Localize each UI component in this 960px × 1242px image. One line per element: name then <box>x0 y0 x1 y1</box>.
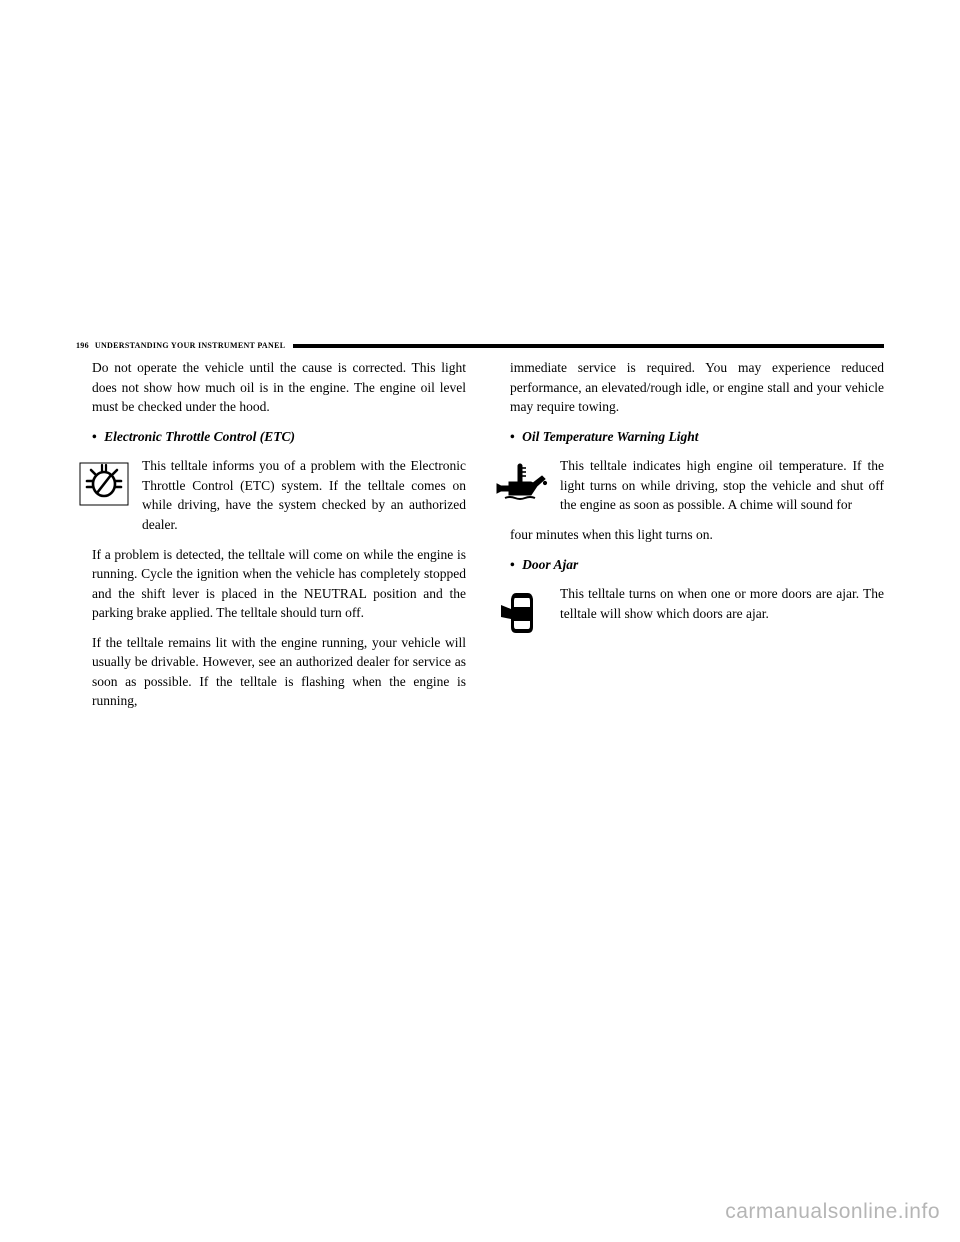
heading-text: Oil Temperature Warning Light <box>522 429 698 444</box>
watermark: carmanualsonline.info <box>725 1200 940 1224</box>
icon-paragraph-etc: This telltale informs you of a problem w… <box>76 456 466 534</box>
page-number: 196 <box>76 341 89 350</box>
heading-text: Door Ajar <box>522 557 578 572</box>
body-paragraph: If the telltale remains lit with the eng… <box>76 633 466 711</box>
icon-text: This telltale turns on when one or more … <box>560 584 884 623</box>
header-rule <box>293 344 884 348</box>
right-column: immediate service is required. You may e… <box>494 358 884 721</box>
bullet-heading-door-ajar: • Door Ajar <box>494 555 884 575</box>
bullet-marker: • <box>510 557 515 572</box>
bullet-marker: • <box>92 429 97 444</box>
icon-paragraph-door-ajar: This telltale turns on when one or more … <box>494 584 884 640</box>
content-columns: Do not operate the vehicle until the cau… <box>76 358 884 721</box>
icon-text: This telltale informs you of a problem w… <box>142 456 466 534</box>
section-title: UNDERSTANDING YOUR INSTRUMENT PANEL <box>95 341 285 350</box>
bullet-heading-oil-temp: • Oil Temperature Warning Light <box>494 427 884 447</box>
bullet-heading-etc: • Electronic Throttle Control (ETC) <box>76 427 466 447</box>
icon-text: This telltale indicates high engine oil … <box>560 456 884 515</box>
body-paragraph: Do not operate the vehicle until the cau… <box>76 358 466 417</box>
page-header: 196 UNDERSTANDING YOUR INSTRUMENT PANEL <box>76 341 884 350</box>
bullet-marker: • <box>510 429 515 444</box>
body-paragraph: If a problem is detected, the telltale w… <box>76 545 466 623</box>
manual-page: 196 UNDERSTANDING YOUR INSTRUMENT PANEL … <box>76 341 884 901</box>
body-paragraph-continuation: four minutes when this light turns on. <box>494 525 884 545</box>
body-paragraph: immediate service is required. You may e… <box>494 358 884 417</box>
heading-text: Electronic Throttle Control (ETC) <box>104 429 295 444</box>
left-column: Do not operate the vehicle until the cau… <box>76 358 466 721</box>
etc-throttle-icon <box>76 456 132 512</box>
door-ajar-icon <box>494 584 550 640</box>
icon-paragraph-oil-temp: This telltale indicates high engine oil … <box>494 456 884 515</box>
oil-temp-icon <box>494 456 550 512</box>
